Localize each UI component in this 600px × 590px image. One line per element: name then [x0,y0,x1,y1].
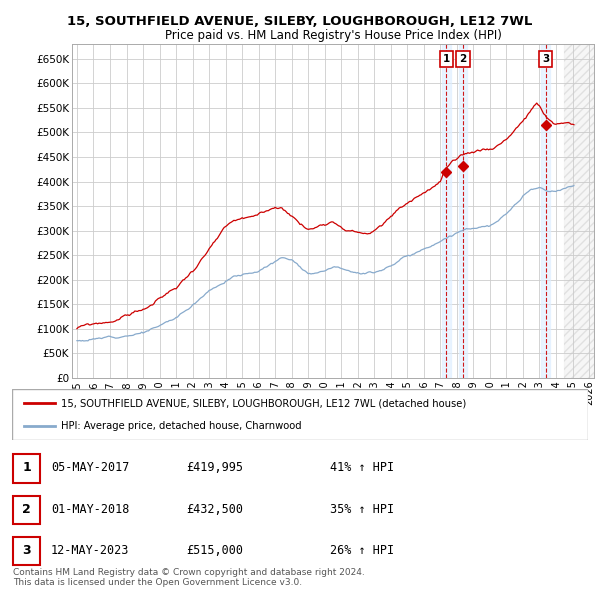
Text: 1: 1 [443,54,450,64]
Text: 05-MAY-2017: 05-MAY-2017 [51,461,130,474]
Bar [564,44,594,378]
Text: 1: 1 [22,461,31,474]
Text: £515,000: £515,000 [186,544,243,557]
Text: 12-MAY-2023: 12-MAY-2023 [51,544,130,557]
Text: 2: 2 [22,503,31,516]
Bar [541,44,550,378]
Text: £432,500: £432,500 [186,503,243,516]
Text: 35% ↑ HPI: 35% ↑ HPI [330,503,394,516]
Text: HPI: Average price, detached house, Charnwood: HPI: Average price, detached house, Char… [61,421,302,431]
Text: 2: 2 [460,54,467,64]
Bar [459,44,467,378]
Text: 15, SOUTHFIELD AVENUE, SILEBY, LOUGHBOROUGH, LE12 7WL (detached house): 15, SOUTHFIELD AVENUE, SILEBY, LOUGHBORO… [61,398,466,408]
Text: Contains HM Land Registry data © Crown copyright and database right 2024.
This d: Contains HM Land Registry data © Crown c… [13,568,365,587]
Text: 41% ↑ HPI: 41% ↑ HPI [330,461,394,474]
Text: 01-MAY-2018: 01-MAY-2018 [51,503,130,516]
Text: £419,995: £419,995 [186,461,243,474]
Text: 26% ↑ HPI: 26% ↑ HPI [330,544,394,557]
Text: 3: 3 [22,544,31,557]
Text: 3: 3 [542,54,549,64]
Text: 15, SOUTHFIELD AVENUE, SILEBY, LOUGHBOROUGH, LE12 7WL: 15, SOUTHFIELD AVENUE, SILEBY, LOUGHBORO… [67,15,533,28]
Bar [442,44,451,378]
Bar [564,44,594,378]
Title: Price paid vs. HM Land Registry's House Price Index (HPI): Price paid vs. HM Land Registry's House … [164,29,502,42]
